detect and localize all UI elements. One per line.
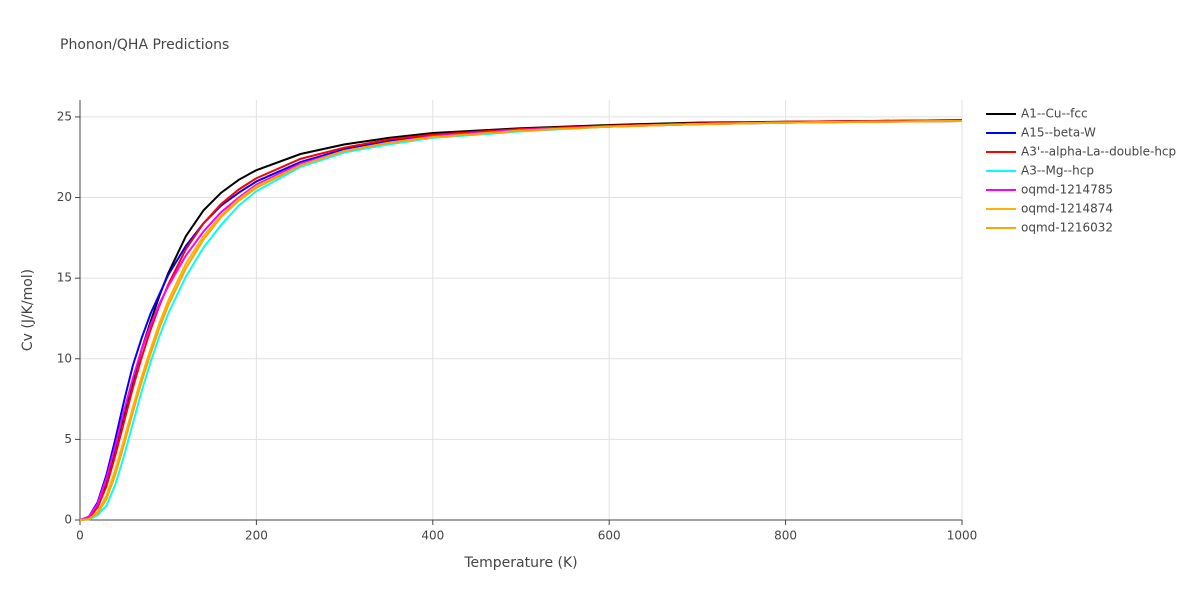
x-tick-label: 1000 xyxy=(947,529,978,543)
y-tick-label: 0 xyxy=(64,513,72,527)
y-tick-label: 15 xyxy=(57,271,72,285)
line-series xyxy=(79,119,963,521)
legend-label: A1--Cu--fcc xyxy=(1021,107,1088,121)
x-tick-label: 0 xyxy=(76,529,84,543)
legend-label: A3--Mg--hcp xyxy=(1021,164,1094,178)
line-series xyxy=(79,119,963,521)
y-tick-label: 5 xyxy=(64,432,72,446)
legend-label: A15--beta-W xyxy=(1021,126,1096,140)
line-series xyxy=(79,119,963,521)
y-axis-title: Cv (J/K/mol) xyxy=(20,269,36,351)
x-axis-title: Temperature (K) xyxy=(463,555,577,571)
x-tick-label: 600 xyxy=(598,529,621,543)
line-series xyxy=(79,119,963,521)
y-tick-label: 25 xyxy=(57,109,72,123)
legend-label: oqmd-1216032 xyxy=(1021,221,1113,235)
line-series xyxy=(79,119,963,521)
legend-label: oqmd-1214785 xyxy=(1021,183,1113,197)
x-tick-label: 800 xyxy=(774,529,797,543)
legend-label: A3'--alpha-La--double-hcp xyxy=(1021,145,1176,159)
y-tick-label: 20 xyxy=(57,190,72,204)
line-series xyxy=(79,119,963,521)
line-series xyxy=(79,119,963,521)
legend-label: oqmd-1214874 xyxy=(1021,202,1113,216)
x-tick-label: 200 xyxy=(245,529,268,543)
x-tick-label: 400 xyxy=(421,529,444,543)
chart-title: Phonon/QHA Predictions xyxy=(60,37,229,53)
y-tick-label: 10 xyxy=(57,351,72,365)
